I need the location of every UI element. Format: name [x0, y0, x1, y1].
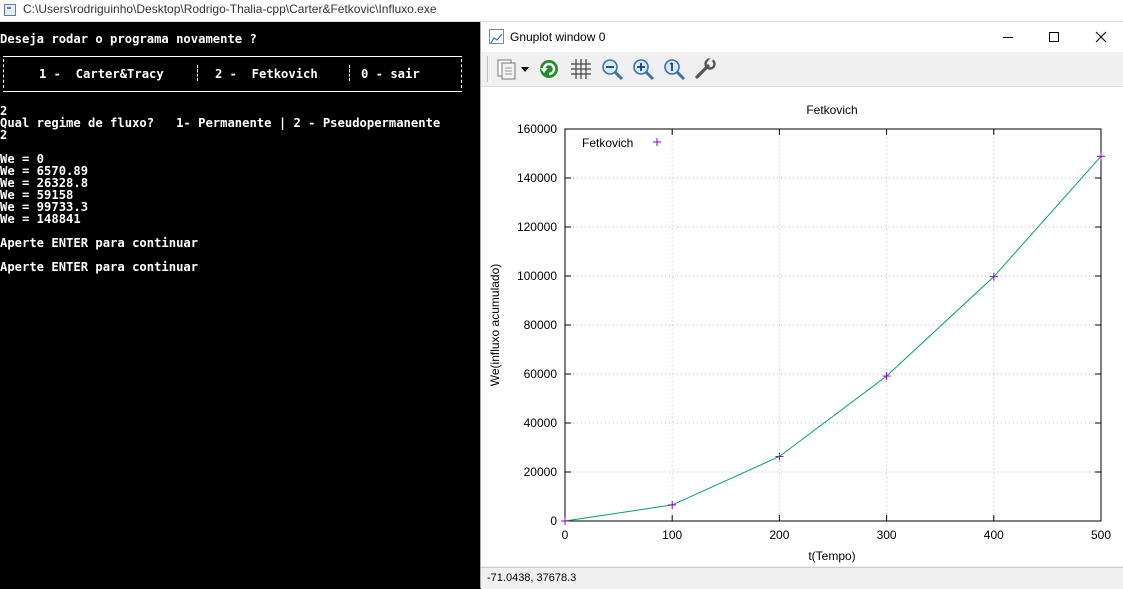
- x-tick-label: 400: [984, 528, 1004, 542]
- zoom-reset-button[interactable]: [660, 55, 688, 83]
- copy-dropdown-button[interactable]: [519, 55, 531, 83]
- x-axis-label: t(Tempo): [808, 549, 855, 563]
- series-line: [564, 156, 1102, 522]
- chart-series: [561, 152, 1105, 525]
- chart-title: Fetkovich: [806, 103, 857, 117]
- cursor-coordinates: -71.0438, 37678.3: [487, 572, 577, 584]
- console-result-line: We = 99733.3: [0, 200, 89, 214]
- x-tick-label: 300: [877, 528, 897, 542]
- menu-separator: [349, 65, 350, 81]
- y-axis-label: We(influxo acumulado): [488, 264, 502, 387]
- x-tick-label: 0: [562, 528, 569, 542]
- replot-button[interactable]: [535, 55, 563, 83]
- data-point-marker: [1097, 152, 1105, 161]
- gnuplot-app-icon: [489, 29, 504, 44]
- settings-wrench-icon: [695, 57, 716, 79]
- replot-icon: [540, 60, 558, 78]
- menu-option-1: 1 - Carter&Tracy: [39, 67, 164, 81]
- minimize-icon: [1003, 37, 1013, 38]
- close-icon: [1095, 31, 1107, 43]
- legend-marker: [653, 138, 661, 146]
- y-tick-label: 160000: [517, 122, 557, 136]
- gnuplot-toolbar: [481, 52, 1123, 87]
- close-button[interactable]: [1078, 22, 1123, 52]
- y-tick-label: 120000: [517, 220, 557, 234]
- gnuplot-titlebar[interactable]: Gnuplot window 0: [481, 22, 1123, 52]
- maximize-icon: [1049, 32, 1059, 42]
- y-tick-label: 20000: [524, 465, 558, 479]
- legend-label: Fetkovich: [582, 136, 633, 150]
- y-tick-label: 0: [550, 514, 557, 528]
- console-titlebar[interactable]: C:\Users\rodriguinho\Desktop\Rodrigo-Tha…: [0, 0, 1123, 22]
- data-point-marker: [775, 452, 784, 461]
- console-continue-1: Aperte ENTER para continuar: [0, 236, 199, 250]
- console-input-1: 2: [0, 104, 8, 118]
- console-result-line: We = 6570.89: [0, 164, 89, 178]
- x-tick-label: 200: [769, 528, 789, 542]
- console-result-line: We = 26328.8: [0, 176, 89, 190]
- dropdown-arrow-icon: [521, 67, 529, 72]
- settings-button[interactable]: [691, 55, 719, 83]
- zoom-reset-icon: [664, 59, 686, 81]
- grid-button[interactable]: [567, 55, 595, 83]
- data-point-marker: [668, 500, 677, 509]
- data-point-marker: [989, 272, 998, 281]
- console-result-line: We = 59158: [0, 188, 74, 202]
- y-tick-label: 100000: [517, 269, 557, 283]
- console-result-line: We = 0: [0, 152, 45, 166]
- console-app-icon: [4, 4, 16, 16]
- y-tick-label: 40000: [524, 416, 558, 430]
- console-output[interactable]: Deseja rodar o programa novamente ? 1 - …: [0, 22, 480, 588]
- chart-svg[interactable]: 0 100 200 300 400 500 0 20000 40000 60000 80000 100…: [481, 87, 1123, 566]
- console-continue-2: Aperte ENTER para continuar: [0, 260, 199, 274]
- menu-separator: [197, 65, 198, 81]
- console-flow-prompt: Qual regime de fluxo? 1- Permanente | 2 …: [0, 116, 441, 130]
- data-point-marker: [561, 517, 569, 525]
- console-menu-box: 1 - Carter&Tracy 2 - Fetkovich 0 - sair: [3, 56, 462, 92]
- menu-option-2: 2 - Fetkovich: [215, 67, 318, 81]
- copy-icon: [497, 59, 516, 80]
- chart-grid: [565, 129, 1101, 521]
- console-window-title: C:\Users\rodriguinho\Desktop\Rodrigo-Tha…: [23, 2, 437, 16]
- status-bar: -71.0438, 37678.3: [481, 567, 1123, 589]
- zoom-in-icon: [633, 59, 655, 81]
- chart-axes: 0 100 200 300 400 500 0 20000 40000 60000 80000 100…: [517, 122, 1111, 542]
- data-point-marker: [882, 372, 891, 381]
- minimize-button[interactable]: [985, 22, 1031, 52]
- maximize-button[interactable]: [1031, 22, 1077, 52]
- gnuplot-window-title: Gnuplot window 0: [510, 30, 606, 44]
- zoom-out-button[interactable]: [598, 55, 626, 83]
- y-tick-label: 140000: [517, 171, 557, 185]
- x-tick-label: 500: [1091, 528, 1111, 542]
- console-input-2: 2: [0, 128, 8, 142]
- grid-icon: [571, 59, 591, 79]
- y-tick-label: 60000: [524, 367, 558, 381]
- console-result-line: We = 148841: [0, 212, 81, 226]
- toolbar-grip[interactable]: [487, 56, 491, 82]
- zoom-out-icon: [602, 59, 624, 81]
- plot-area[interactable]: 0 100 200 300 400 500 0 20000 40000 60000 80000 100…: [481, 87, 1123, 566]
- x-tick-label: 100: [662, 528, 682, 542]
- gnuplot-window: Gnuplot window 0: [480, 22, 1123, 589]
- copy-button[interactable]: [493, 55, 521, 83]
- console-prompt-again: Deseja rodar o programa novamente ?: [0, 32, 257, 46]
- zoom-in-button[interactable]: [629, 55, 657, 83]
- y-tick-label: 80000: [524, 318, 558, 332]
- menu-option-0: 0 - sair: [361, 67, 420, 81]
